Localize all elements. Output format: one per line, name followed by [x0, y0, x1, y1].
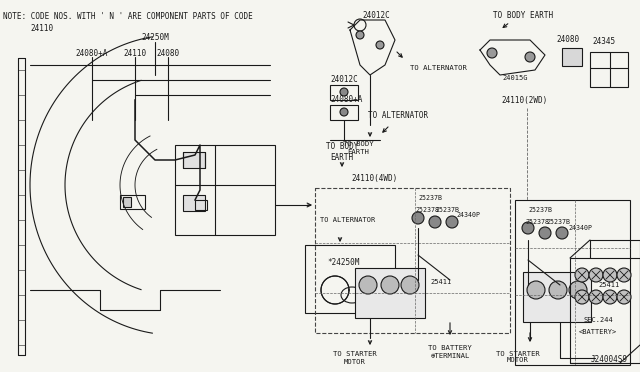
Circle shape — [569, 281, 587, 299]
Circle shape — [549, 281, 567, 299]
Text: 24110: 24110 — [30, 24, 53, 33]
Circle shape — [359, 276, 377, 294]
Circle shape — [429, 216, 441, 228]
Text: 24012C: 24012C — [362, 10, 390, 19]
Text: 24110: 24110 — [124, 48, 147, 58]
Text: TO ALTERNATOR: TO ALTERNATOR — [320, 217, 375, 223]
Text: J24004S9: J24004S9 — [591, 356, 628, 365]
Text: 24080+A: 24080+A — [330, 96, 362, 105]
Text: <BATTERY>: <BATTERY> — [579, 329, 617, 335]
Text: TO BODY EARTH: TO BODY EARTH — [493, 10, 553, 19]
Text: 24080+A: 24080+A — [76, 48, 108, 58]
Text: 24080: 24080 — [156, 48, 180, 58]
Circle shape — [525, 52, 535, 62]
Text: 252378: 252378 — [415, 207, 439, 213]
Text: 25411: 25411 — [430, 279, 451, 285]
Circle shape — [539, 227, 551, 239]
Circle shape — [556, 227, 568, 239]
Text: SEC.244: SEC.244 — [583, 317, 613, 323]
Bar — [183, 152, 205, 168]
Text: 24080: 24080 — [556, 35, 580, 45]
Circle shape — [446, 216, 458, 228]
Bar — [562, 48, 582, 66]
Text: 25237B: 25237B — [528, 207, 552, 213]
Bar — [120, 195, 145, 209]
Circle shape — [603, 290, 617, 304]
Text: 252378: 252378 — [525, 219, 549, 225]
Circle shape — [527, 281, 545, 299]
Bar — [355, 268, 425, 318]
Bar — [195, 200, 207, 210]
Circle shape — [487, 48, 497, 58]
Bar — [123, 197, 131, 207]
Text: 24340P: 24340P — [568, 225, 592, 231]
Circle shape — [575, 290, 589, 304]
Circle shape — [381, 276, 399, 294]
Bar — [523, 272, 591, 322]
Text: TO ALTERNATOR: TO ALTERNATOR — [368, 110, 428, 119]
Circle shape — [340, 108, 348, 116]
Text: 25411: 25411 — [598, 282, 620, 288]
Text: 25237B: 25237B — [546, 219, 570, 225]
Circle shape — [401, 276, 419, 294]
Circle shape — [376, 41, 384, 49]
Text: 24110(4WD): 24110(4WD) — [352, 173, 398, 183]
Text: 25237B: 25237B — [435, 207, 459, 213]
Text: TO STARTER
MOTOR: TO STARTER MOTOR — [496, 350, 540, 363]
Text: TO BATTERY
⊕TERMINAL: TO BATTERY ⊕TERMINAL — [428, 346, 472, 359]
Bar — [305, 245, 395, 313]
Text: 24345: 24345 — [593, 38, 616, 46]
Circle shape — [340, 88, 348, 96]
Text: 24250M: 24250M — [141, 33, 169, 42]
Text: TO ALTERNATOR: TO ALTERNATOR — [410, 65, 467, 71]
Bar — [515, 200, 630, 365]
Circle shape — [575, 268, 589, 282]
Text: TO BODY
EARTH: TO BODY EARTH — [326, 142, 358, 162]
Text: 24015G: 24015G — [502, 75, 528, 81]
Circle shape — [617, 268, 631, 282]
Text: *24250M: *24250M — [327, 258, 360, 267]
Text: 25237B: 25237B — [418, 195, 442, 201]
Bar — [183, 195, 205, 211]
Bar — [330, 85, 358, 100]
Bar — [175, 145, 275, 235]
Text: 24012C: 24012C — [330, 76, 358, 84]
Circle shape — [522, 222, 534, 234]
Text: NOTE: CODE NOS. WITH ' N ' ARE COMPONENT PARTS OF CODE: NOTE: CODE NOS. WITH ' N ' ARE COMPONENT… — [3, 12, 253, 21]
Text: 24340P: 24340P — [456, 212, 480, 218]
Text: 24110(2WD): 24110(2WD) — [502, 96, 548, 105]
Circle shape — [617, 290, 631, 304]
Bar — [315, 188, 510, 333]
Text: TO BODY
EARTH: TO BODY EARTH — [342, 141, 373, 154]
Circle shape — [589, 268, 603, 282]
Bar — [570, 258, 640, 363]
Text: TO STARTER
MOTOR: TO STARTER MOTOR — [333, 352, 377, 365]
Circle shape — [589, 290, 603, 304]
Bar — [330, 105, 358, 120]
Circle shape — [412, 212, 424, 224]
Bar — [590, 52, 628, 87]
Circle shape — [356, 31, 364, 39]
Circle shape — [603, 268, 617, 282]
